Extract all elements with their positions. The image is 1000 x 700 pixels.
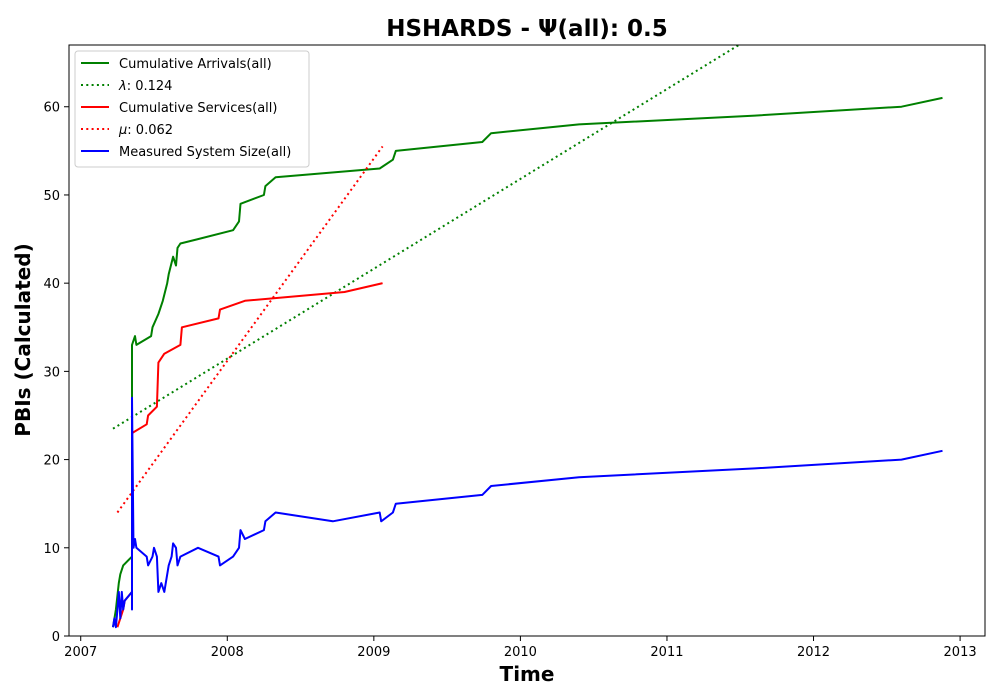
chart-title: HSHARDS - Ψ(all): 0.5: [386, 16, 668, 42]
plot-frame: [68, 44, 986, 637]
x-tick-label: 2010: [504, 645, 537, 660]
legend: Cumulative Arrivals(all) λ: 0.124 Cumulati…: [74, 50, 310, 168]
legend-box: [74, 50, 310, 168]
series-line-4: [112, 396, 943, 629]
y-tick-label: 40: [43, 277, 60, 292]
series-line-3: [116, 145, 384, 514]
x-tick-label: 2013: [944, 645, 977, 660]
x-tick-label: 2007: [64, 645, 97, 660]
y-tick-label: 0: [52, 630, 60, 645]
x-tick-label: 2009: [357, 645, 390, 660]
y-tick-label: 50: [43, 189, 60, 204]
legend-label: Cumulative Arrivals(all): [119, 57, 272, 72]
series-line-1: [112, 45, 740, 430]
series-layer: [112, 45, 943, 629]
y-tick-label: 10: [43, 542, 60, 557]
y-tick-label: 30: [43, 365, 60, 380]
series-line-0: [112, 96, 943, 628]
y-axis-ticks: 0 10 20 30 40 50 60: [43, 101, 69, 645]
y-tick-label: 60: [43, 101, 60, 116]
legend-label: μ: 0.062: [118, 123, 173, 138]
x-tick-label: 2008: [211, 645, 244, 660]
legend-label: Cumulative Services(all): [119, 101, 277, 116]
x-tick-label: 2011: [650, 645, 683, 660]
legend-label: Measured System Size(all): [119, 145, 291, 160]
y-axis-label: PBIs (Calculated): [11, 243, 35, 436]
y-tick-label: 20: [43, 454, 60, 469]
x-axis-label: Time: [500, 662, 555, 686]
legend-label: λ: 0.124: [118, 79, 172, 94]
x-tick-label: 2012: [797, 645, 830, 660]
x-axis-ticks: 2007 2008 2009 2010 2011 2012 2013: [64, 636, 977, 660]
